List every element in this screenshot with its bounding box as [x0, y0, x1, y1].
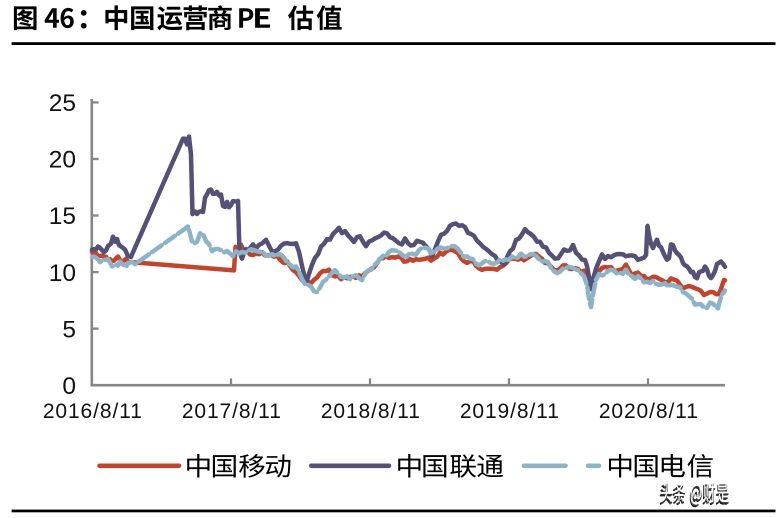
svg-text:2020/8/11: 2020/8/11 — [599, 400, 699, 423]
svg-text:20: 20 — [49, 147, 76, 174]
svg-text:2018/8/11: 2018/8/11 — [321, 400, 421, 423]
svg-text:10: 10 — [49, 260, 76, 287]
svg-text:2019/8/11: 2019/8/11 — [460, 400, 560, 423]
svg-text:15: 15 — [49, 203, 76, 230]
svg-text:5: 5 — [62, 316, 76, 343]
svg-text:2016/8/11: 2016/8/11 — [43, 400, 143, 423]
svg-text:25: 25 — [49, 90, 76, 117]
svg-text:0: 0 — [62, 373, 76, 400]
svg-text:2017/8/11: 2017/8/11 — [182, 400, 282, 423]
